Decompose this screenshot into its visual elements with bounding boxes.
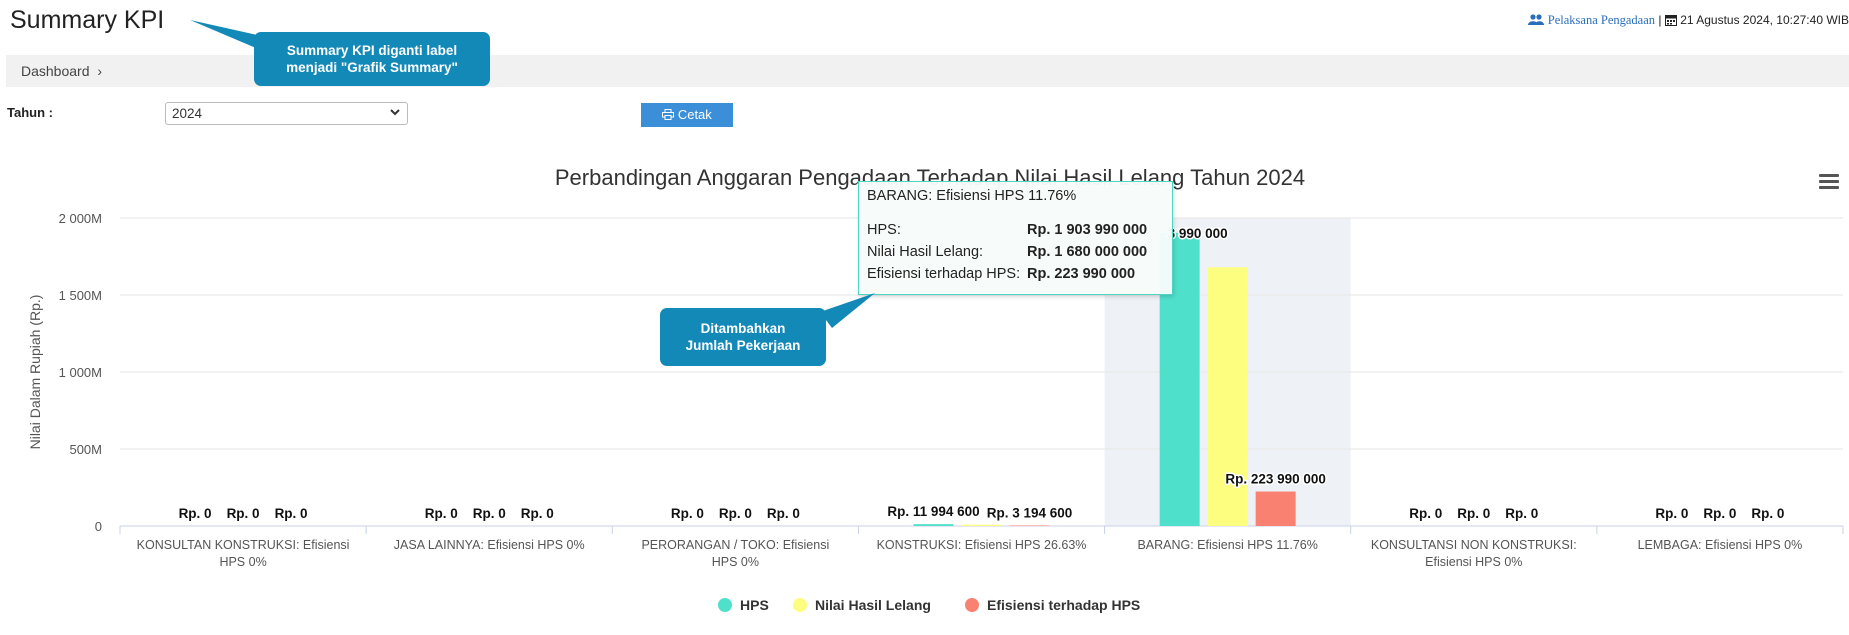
page-title: Summary KPI [10,6,165,34]
calendar-icon [1664,13,1680,27]
y-tick-label: 2 000M [59,211,102,226]
legend-marker [793,598,807,612]
x-tick-label: Efisiensi HPS 0% [1425,555,1522,569]
chart-tooltip: BARANG: Efisiensi HPS 11.76% HPS: Rp. 1 … [858,181,1173,295]
callout-pointer-2 [820,293,875,328]
data-label: Rp. 0 [767,506,800,521]
bar-nilai-hasil-lelang [1207,267,1248,526]
callout-2-line-2: Jumlah Pekerjaan [685,338,801,353]
x-tick-label: HPS 0% [219,555,266,569]
callout-pointer-1 [190,20,262,48]
x-tick-label: JASA LAINNYA: Efisiensi HPS 0% [394,538,585,552]
legend-label: Efisiensi terhadap HPS [987,597,1140,613]
legend-label: HPS [740,597,769,613]
year-select-value: 2024 [172,106,203,121]
legend-marker [965,598,979,612]
chevron-down-icon [389,105,401,122]
y-tick-label: 1 000M [59,365,102,380]
data-label: Rp. 223 990 000 [1225,472,1326,487]
data-label: Rp. 0 [521,506,554,521]
tooltip-value-efisiensi: Rp. 223 990 000 [1027,266,1136,282]
callout-1-line-2: menjadi "Grafik Summary" [286,60,458,75]
user-role-link[interactable]: Pelaksana Pengadaan [1547,13,1656,27]
x-tick-label: KONSULTANSI NON KONSTRUKSI: [1371,538,1577,552]
data-label: Rp. 0 [1751,506,1784,521]
data-label: Rp. 0 [425,506,458,521]
callout-1-line-1: Summary KPI diganti label [286,43,458,58]
x-tick-label: LEMBAGA: Efisiensi HPS 0% [1638,538,1803,552]
breadcrumb-dashboard[interactable]: Dashboard [21,63,90,79]
tooltip-label-efisiensi: Efisiensi terhadap HPS: [867,266,1021,282]
printer-icon [662,107,678,122]
data-label: Rp. 0 [1655,506,1688,521]
header-separator: | [1658,13,1662,27]
bar-efisiensi-terhadap-hps [1255,491,1296,526]
bar-nilai-hasil-lelang [961,524,1002,526]
breadcrumb-separator: › [97,63,103,79]
legend-marker [718,598,732,612]
data-label: Rp. 0 [473,506,506,521]
x-tick-label: KONSTRUKSI: Efisiensi HPS 26.63% [877,538,1087,552]
print-label: Cetak [677,107,712,122]
users-icon [1528,13,1547,27]
tooltip-label-nilai: Nilai Hasil Lelang: [867,244,984,260]
data-label: Rp. 11 994 600 [887,504,979,519]
year-label: Tahun : [7,105,53,120]
x-tick-label: HPS 0% [712,555,759,569]
data-label: Rp. 0 [1703,506,1736,521]
header-info: Pelaksana Pengadaan | 21 Agustus 2024, 1… [1528,13,1849,28]
bar-hps [913,524,954,526]
tooltip-value-hps: Rp. 1 903 990 000 [1027,222,1148,238]
data-label: Rp. 0 [671,506,704,521]
x-tick-label: KONSULTAN KONSTRUKSI: Efisiensi [137,538,350,552]
callout-2-line-1: Ditambahkan [700,321,786,336]
tooltip-label-hps: HPS: [867,222,901,238]
y-tick-label: 1 500M [59,288,102,303]
legend-label: Nilai Hasil Lelang [815,597,931,613]
datetime: 21 Agustus 2024, 10:27:40 WIB [1680,13,1849,27]
year-select[interactable]: 2024 [165,102,408,125]
annotation-callout-2: Ditambahkan Jumlah Pekerjaan [660,308,826,366]
y-tick-label: 500M [69,442,102,457]
data-label: Rp. 0 [1505,506,1538,521]
annotation-callout-1: Summary KPI diganti label menjadi "Grafi… [254,32,490,86]
tooltip-value-nilai: Rp. 1 680 000 000 [1027,244,1148,260]
data-label: 3 990 000 [1168,226,1228,241]
data-label: Rp. 0 [1409,506,1442,521]
print-button[interactable]: Cetak [641,103,733,127]
data-label: Rp. 0 [719,506,752,521]
kpi-chart: Perbandingan Anggaran Pengadaan Terhadap… [27,165,1844,613]
y-axis-title: Nilai Dalam Rupiah (Rp.) [27,295,43,450]
x-tick-label: PERORANGAN / TOKO: Efisiensi [641,538,829,552]
data-label: Rp. 0 [1457,506,1490,521]
y-tick-label: 0 [95,519,102,534]
data-label: Rp. 0 [179,506,212,521]
tooltip-header: BARANG: Efisiensi HPS 11.76% [867,188,1077,204]
data-label: Rp. 0 [227,506,260,521]
chart-menu-icon[interactable] [1818,172,1840,195]
data-label: Rp. 3 194 600 [987,506,1073,521]
x-tick-label: BARANG: Efisiensi HPS 11.76% [1137,538,1317,552]
data-label: Rp. 0 [275,506,308,521]
